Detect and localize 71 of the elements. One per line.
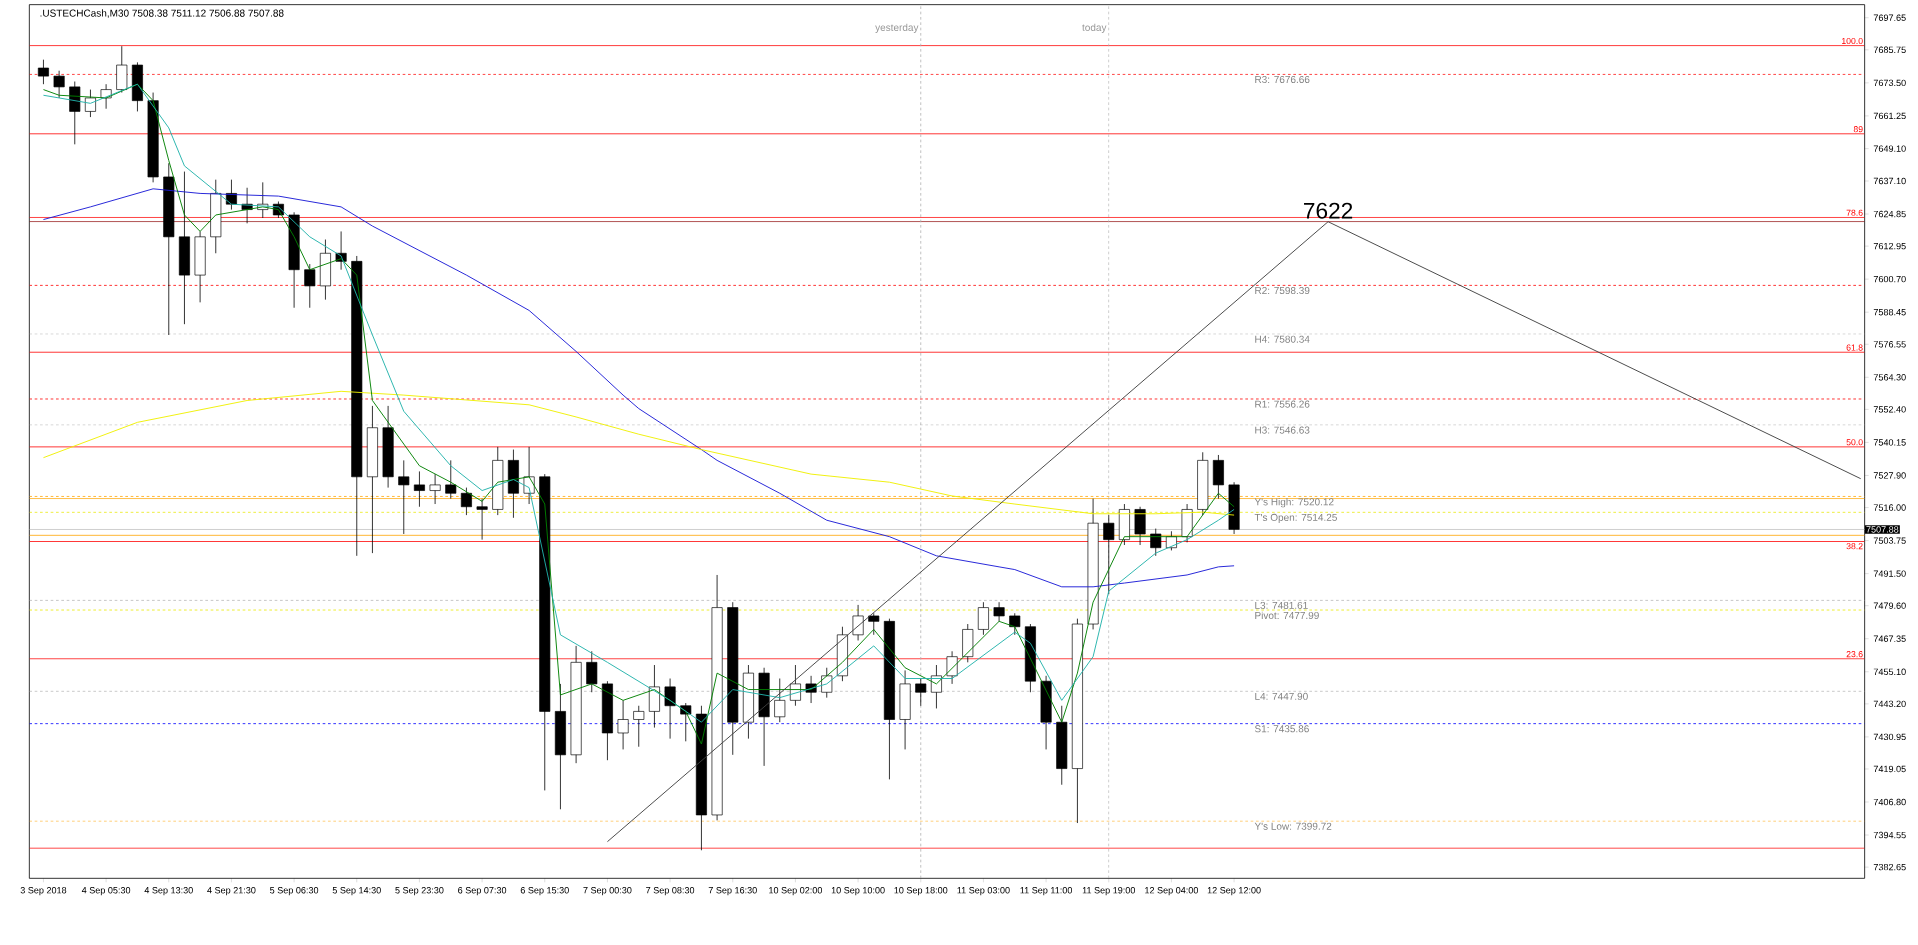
x-tick-label: 7 Sep 08:30	[646, 887, 695, 896]
ref-line-label: S1: 7435.86	[1254, 725, 1309, 733]
x-tick-label: 12 Sep 04:00	[1145, 887, 1199, 896]
x-tick-label: 10 Sep 10:00	[831, 887, 885, 896]
ref-line-label: Y's Low: 7399.72	[1254, 822, 1332, 830]
x-tick-label: 7 Sep 00:30	[583, 887, 632, 896]
x-tick-label: 6 Sep 15:30	[520, 887, 569, 896]
y-tick-label: 7649.10	[1873, 145, 1906, 152]
y-tick-label: 7443.20	[1873, 700, 1906, 708]
y-tick-label: 7564.30	[1873, 374, 1906, 381]
ref-line-label: today	[1082, 23, 1107, 33]
x-tick-label: 6 Sep 07:30	[458, 887, 507, 896]
ref-line-label: L4: 7447.90	[1255, 692, 1308, 700]
y-tick-label: 7467.35	[1873, 635, 1906, 642]
x-tick-label: 5 Sep 23:30	[395, 887, 444, 896]
x-tick-label: 4 Sep 21:30	[207, 887, 256, 896]
x-tick-label: 10 Sep 02:00	[769, 887, 823, 896]
x-tick-label: 3 Sep 2018	[20, 887, 67, 896]
y-tick-label: 7600.70	[1873, 275, 1906, 283]
y-tick-label: 7479.60	[1873, 602, 1906, 609]
y-tick-label: 7637.10	[1873, 177, 1906, 185]
y-tick-label: 7503.75	[1873, 537, 1906, 544]
y-tick-label: 7394.55	[1873, 831, 1906, 839]
x-tick-label: 12 Sep 12:00	[1207, 887, 1261, 896]
x-tick-label: 10 Sep 18:00	[894, 887, 948, 896]
y-tick-label: 7685.75	[1873, 46, 1906, 54]
annotation: 89	[1853, 126, 1863, 133]
y-tick-label: 7516.00	[1873, 504, 1906, 511]
ref-line-label: L3: 7481.61	[1255, 601, 1308, 609]
annotation: 61.8	[1846, 344, 1863, 351]
ref-line-label: Y's High: 7520.12	[1254, 498, 1334, 508]
x-tick-label: 5 Sep 06:30	[270, 887, 319, 896]
y-tick-label: 7697.65	[1873, 14, 1906, 21]
y-tick-label: 7540.15	[1873, 439, 1906, 446]
y-tick-label: 7624.85	[1873, 210, 1906, 218]
y-tick-label: 7588.45	[1873, 308, 1906, 316]
y-tick-label: 7527.90	[1873, 472, 1906, 479]
y-tick-label: 7661.25	[1873, 112, 1906, 120]
x-tick-label: 11 Sep 19:00	[1082, 887, 1136, 896]
x-tick-label: 4 Sep 05:30	[81, 887, 131, 896]
ref-line-label: T's Open: 7514.25	[1254, 513, 1337, 523]
ref-line-label: R2: 7598.39	[1255, 286, 1310, 295]
annotation: 78.6	[1846, 209, 1863, 216]
y-tick-label: 7419.05	[1873, 765, 1906, 773]
ref-line-label: R3: 7676.66	[1255, 75, 1310, 84]
ref-line-label: H4: 7580.34	[1255, 335, 1310, 343]
y-tick-label: 7612.95	[1873, 242, 1906, 250]
annotation: 38.2	[1846, 543, 1863, 550]
annotation: 50.0	[1846, 439, 1863, 446]
y-tick-label: 7406.80	[1873, 798, 1906, 806]
annotation: 23.6	[1846, 651, 1863, 658]
ref-line-label: H3: 7546.63	[1255, 426, 1310, 434]
x-tick-label: 5 Sep 14:30	[332, 887, 381, 896]
x-tick-label: 11 Sep 03:00	[957, 887, 1010, 896]
x-tick-label: 7 Sep 16:30	[708, 887, 757, 896]
x-tick-label: 4 Sep 13:30	[144, 887, 193, 896]
y-tick-label: 7455.10	[1873, 668, 1906, 675]
y-tick-label: 7552.40	[1873, 406, 1906, 413]
y-tick-label: 7430.95	[1873, 733, 1906, 741]
ref-line-label: R1: 7556.26	[1255, 400, 1310, 408]
y-tick-label: 7382.65	[1873, 863, 1906, 871]
ref-line-label: 7622	[1304, 202, 1353, 219]
annotation: 100.0	[1842, 37, 1863, 45]
ref-line-label: Pivot: 7477.99	[1255, 611, 1319, 619]
chart-title: .USTECHCash,M30 7508.38 7511.12 7506.88 7507.88	[40, 9, 284, 18]
y-tick-label: 7673.50	[1873, 79, 1906, 87]
y-tick-label: 7576.55	[1873, 341, 1906, 348]
y-tick-label: 7491.50	[1873, 570, 1906, 577]
x-tick-label: 11 Sep 11:00	[1020, 887, 1073, 896]
ref-line-label: 7507.88	[1866, 526, 1899, 533]
ref-line-label: yesterday	[875, 23, 919, 33]
